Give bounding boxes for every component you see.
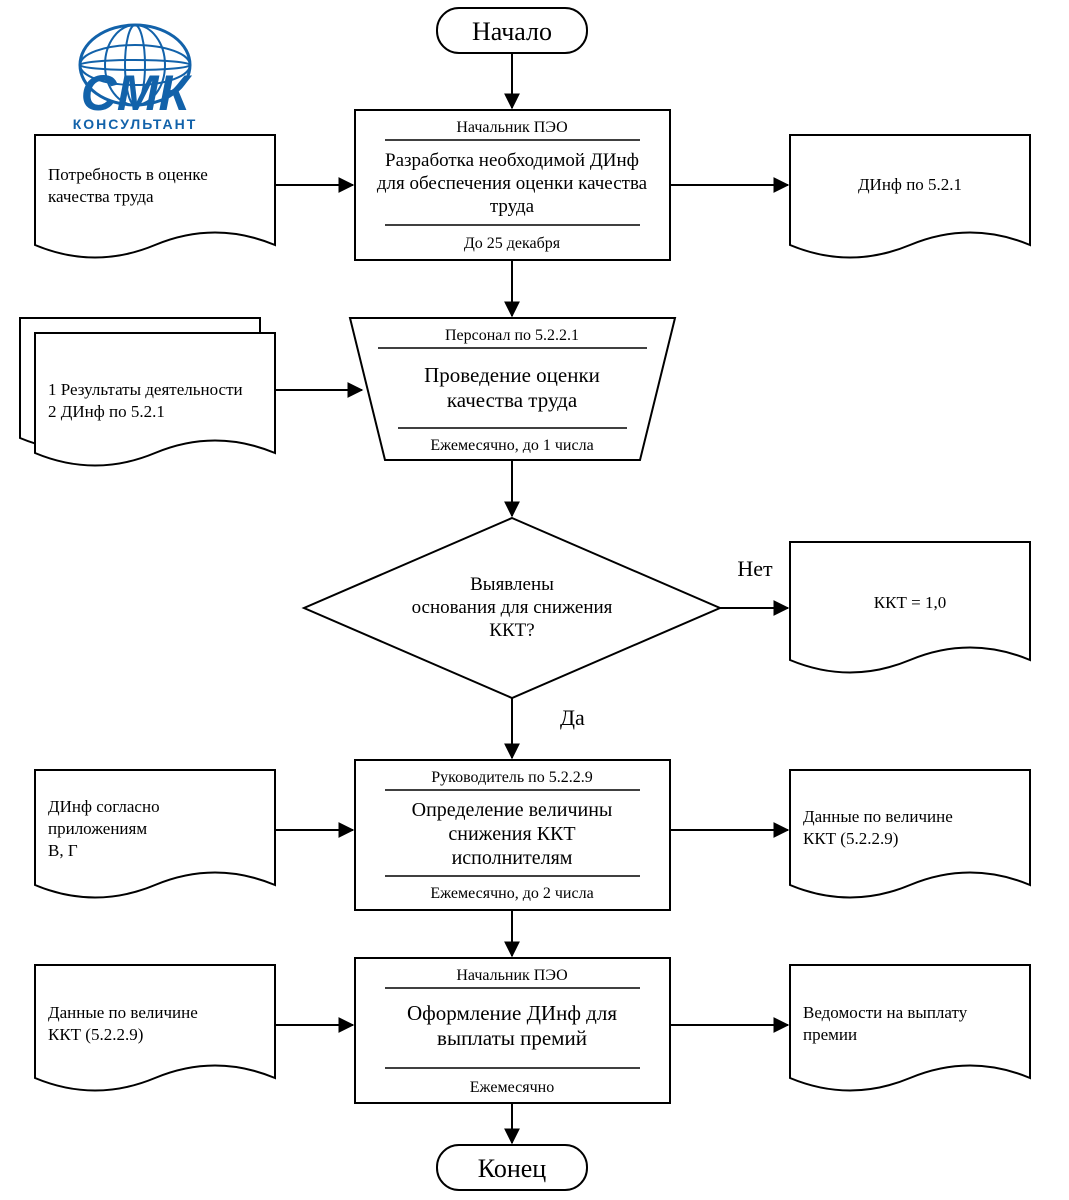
process-1-title1: Разработка необходимой ДИнф — [385, 150, 639, 171]
doc-right-3-line2: ККТ (5.2.2.9) — [803, 829, 898, 848]
process-1-timing: До 25 декабря — [464, 235, 561, 252]
doc-left-3-line1: ДИнф согласно — [48, 797, 160, 816]
doc-right-2-line1: ККТ = 1,0 — [874, 593, 946, 612]
doc-left-3-line2: приложениям — [48, 819, 147, 838]
process-1-title2: для обеспечения оценки качества — [377, 173, 648, 194]
decision-text2: основания для снижения — [412, 597, 613, 618]
doc-left-2: 1 Результаты деятельности 2 ДИнф по 5.2.… — [20, 318, 275, 466]
process-4-title2: выплаты премий — [437, 1026, 587, 1050]
process-3: Руководитель по 5.2.2.9 Определение вели… — [355, 760, 670, 910]
terminal-end: Конец — [437, 1145, 587, 1190]
doc-right-3-line1: Данные по величине — [803, 807, 953, 826]
process-4-role: Начальник ПЭО — [456, 967, 567, 984]
doc-right-1: ДИнф по 5.2.1 — [790, 135, 1030, 258]
process-2-title1: Проведение оценки — [424, 363, 600, 387]
process-3-title3: исполнителям — [452, 847, 573, 869]
doc-left-1: Потребность в оценке качества труда — [35, 135, 275, 258]
process-2: Персонал по 5.2.2.1 Проведение оценки ка… — [350, 318, 675, 460]
decision-no-label: Нет — [737, 556, 773, 581]
doc-left-3: ДИнф согласно приложениям В, Г — [35, 770, 275, 898]
doc-left-1-line1: Потребность в оценке — [48, 165, 208, 184]
process-1-title3: труда — [490, 196, 535, 217]
doc-left-3-line3: В, Г — [48, 841, 78, 860]
logo-sub: КОНСУЛЬТАНТ — [73, 116, 198, 132]
doc-right-1-line1: ДИнф по 5.2.1 — [858, 175, 962, 194]
doc-left-4-line1: Данные по величине — [48, 1003, 198, 1022]
process-3-role: Руководитель по 5.2.2.9 — [431, 769, 592, 786]
doc-left-4: Данные по величине ККТ (5.2.2.9) — [35, 965, 275, 1091]
doc-right-4-line1: Ведомости на выплату — [803, 1003, 968, 1022]
process-4-title1: Оформление ДИнф для — [407, 1001, 617, 1025]
process-3-timing: Ежемесячно, до 2 числа — [430, 885, 593, 902]
process-4-timing: Ежемесячно — [470, 1079, 554, 1096]
process-3-title2: снижения ККТ — [448, 823, 575, 845]
doc-left-2-line2: 2 ДИнф по 5.2.1 — [48, 402, 165, 421]
doc-right-2: ККТ = 1,0 — [790, 542, 1030, 673]
decision-yes-label: Да — [560, 705, 585, 730]
doc-left-2-line1: 1 Результаты деятельности — [48, 380, 243, 399]
decision: Выявлены основания для снижения ККТ? — [304, 518, 720, 698]
process-1-role: Начальник ПЭО — [456, 119, 567, 136]
doc-right-4-line2: премии — [803, 1025, 857, 1044]
process-2-title2: качества труда — [447, 388, 578, 412]
doc-left-1-line2: качества труда — [48, 187, 154, 206]
logo: СМК КОНСУЛЬТАНТ — [70, 25, 200, 133]
process-1: Начальник ПЭО Разработка необходимой ДИн… — [355, 110, 670, 260]
decision-text3: ККТ? — [489, 620, 534, 641]
process-2-timing: Ежемесячно, до 1 числа — [430, 437, 593, 454]
process-2-role: Персонал по 5.2.2.1 — [445, 327, 579, 344]
process-4: Начальник ПЭО Оформление ДИнф для выплат… — [355, 958, 670, 1103]
terminal-end-label: Конец — [478, 1154, 547, 1183]
doc-left-4-line2: ККТ (5.2.2.9) — [48, 1025, 143, 1044]
logo-main: СМК — [81, 65, 193, 121]
process-3-title1: Определение величины — [412, 799, 613, 821]
decision-text1: Выявлены — [470, 574, 554, 595]
doc-right-3: Данные по величине ККТ (5.2.2.9) — [790, 770, 1030, 898]
terminal-start-label: Начало — [472, 17, 552, 46]
doc-right-4: Ведомости на выплату премии — [790, 965, 1030, 1091]
terminal-start: Начало — [437, 8, 587, 53]
